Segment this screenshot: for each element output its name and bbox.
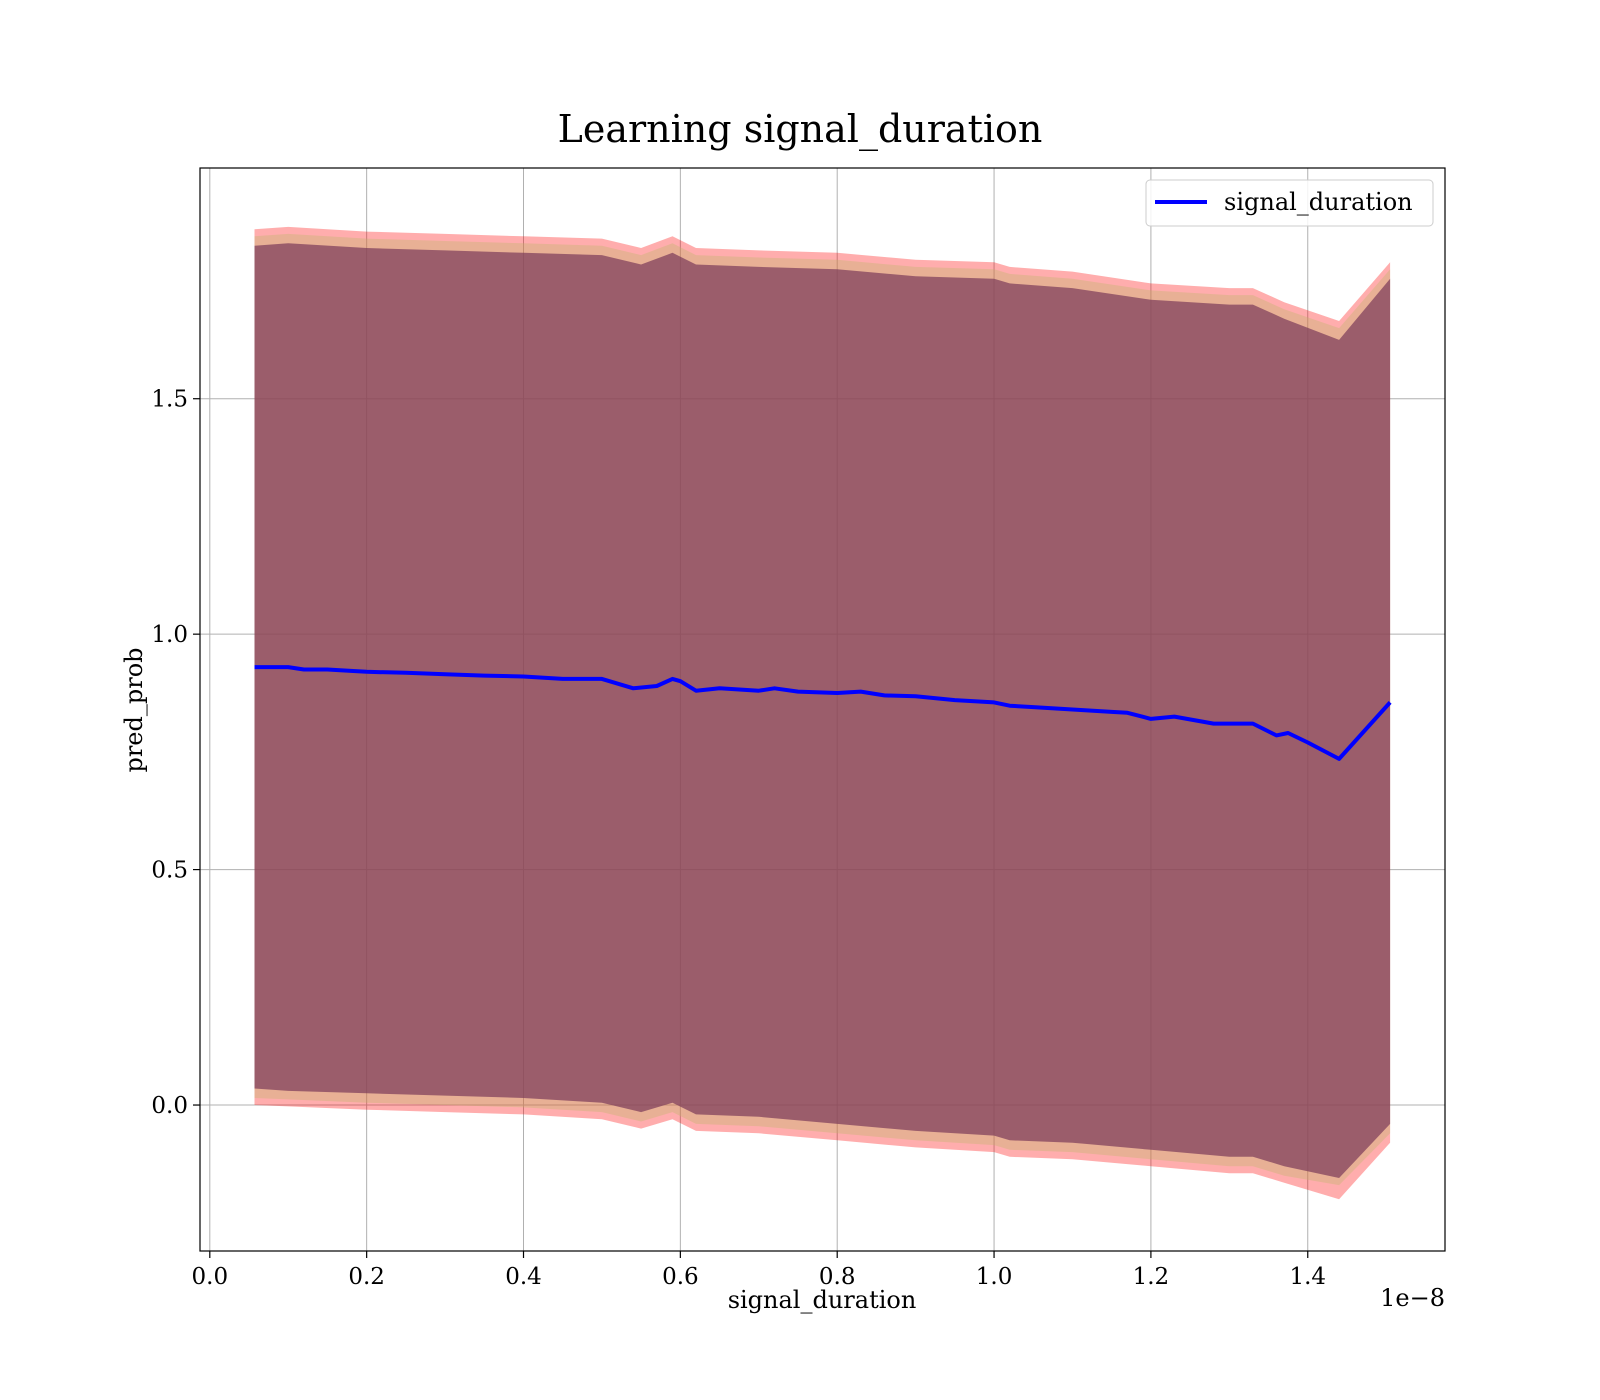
chart-title: Learning signal_duration [558,107,1043,152]
y-axis-label: pred_prob [120,647,148,772]
x-tick-label: 0.0 [192,1264,229,1290]
legend-label: signal_duration [1224,188,1413,216]
x-tick-label: 0.4 [505,1264,542,1290]
series-lines [254,665,1392,761]
legend-box [1145,179,1434,227]
x-tick-label: 1.4 [1289,1264,1326,1290]
legend: signal_duration [1145,179,1434,227]
plot-frame [199,167,1446,1252]
y-tick-label: 1.5 [151,387,188,413]
band-2 [254,243,1391,1179]
y-tick-label: 0.5 [151,858,188,884]
x-tick-label: 1.2 [1133,1264,1170,1290]
x-axis-ticks: 0.0 0.2 0.4 0.6 0.8 1.0 1.2 1.4 [192,1251,1326,1290]
series-line-0 [254,665,1392,761]
x-tick-label: 0.8 [819,1264,856,1290]
x-axis-offset-label: 1e−8 [1380,1284,1445,1312]
x-tick-label: 1.0 [976,1264,1013,1290]
y-tick-label: 1.0 [151,622,188,648]
confidence-bands [254,226,1391,1200]
x-axis-label: signal_duration [728,1286,917,1314]
y-tick-label: 0.0 [151,1093,188,1119]
y-axis-ticks: 0.0 0.5 1.0 1.5 [151,387,200,1119]
x-tick-label: 0.2 [348,1264,385,1290]
x-tick-label: 0.6 [662,1264,699,1290]
